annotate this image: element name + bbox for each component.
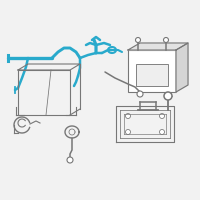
Circle shape bbox=[164, 92, 172, 100]
Polygon shape bbox=[128, 50, 176, 92]
Circle shape bbox=[126, 114, 130, 118]
Circle shape bbox=[126, 130, 130, 134]
Circle shape bbox=[160, 130, 164, 134]
Circle shape bbox=[137, 91, 143, 97]
Polygon shape bbox=[176, 43, 188, 92]
Polygon shape bbox=[128, 43, 188, 50]
Circle shape bbox=[164, 38, 168, 43]
Circle shape bbox=[67, 157, 73, 163]
Polygon shape bbox=[136, 64, 168, 86]
Circle shape bbox=[160, 114, 164, 118]
Circle shape bbox=[136, 38, 140, 43]
